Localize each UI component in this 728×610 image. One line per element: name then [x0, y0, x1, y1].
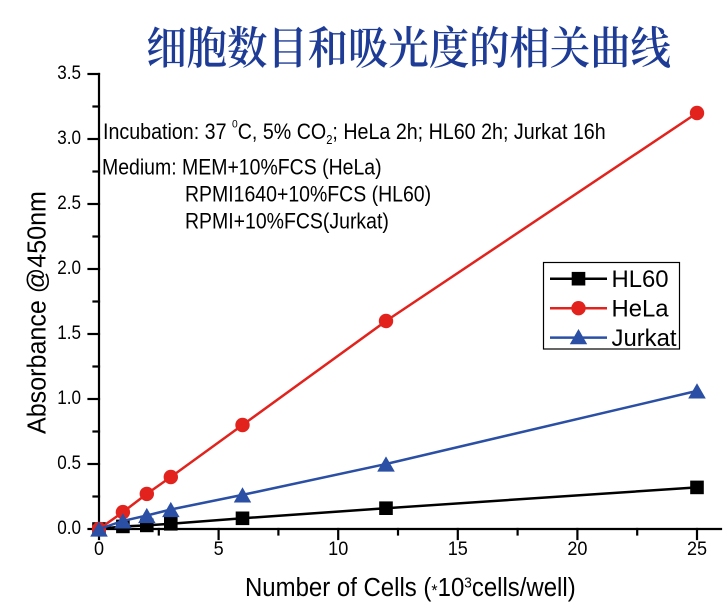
svg-text:HeLa: HeLa [612, 295, 670, 322]
svg-text:1.0: 1.0 [57, 387, 81, 408]
svg-text:0.0: 0.0 [57, 517, 81, 538]
svg-text:2.5: 2.5 [57, 192, 81, 213]
svg-text:10: 10 [328, 538, 348, 560]
svg-text:15: 15 [448, 538, 468, 560]
svg-text:Incubation: 37 0C, 5% CO2; HeL: Incubation: 37 0C, 5% CO2; HeLa 2h; HL60… [103, 118, 606, 147]
svg-text:Number of Cells (*103cells/wel: Number of Cells (*103cells/well) [245, 574, 576, 602]
svg-text:0.5: 0.5 [57, 452, 81, 473]
svg-text:2.0: 2.0 [57, 257, 81, 278]
svg-text:Absorbance @450nm: Absorbance @450nm [23, 191, 51, 434]
svg-text:25: 25 [687, 538, 707, 560]
svg-text:5: 5 [214, 538, 224, 560]
svg-text:1.5: 1.5 [57, 322, 81, 343]
svg-text:Medium: MEM+10%FCS (HeLa): Medium: MEM+10%FCS (HeLa) [102, 155, 382, 179]
svg-text:3.0: 3.0 [57, 127, 81, 148]
svg-text:20: 20 [567, 538, 587, 560]
svg-text:0: 0 [94, 538, 104, 560]
svg-text:RPMI1640+10%FCS (HL60): RPMI1640+10%FCS (HL60) [185, 182, 431, 206]
svg-text:3.5: 3.5 [57, 62, 81, 83]
svg-text:RPMI+10%FCS(Jurkat): RPMI+10%FCS(Jurkat) [185, 209, 389, 233]
svg-text:Jurkat: Jurkat [612, 325, 677, 352]
svg-text:HL60: HL60 [612, 266, 669, 293]
